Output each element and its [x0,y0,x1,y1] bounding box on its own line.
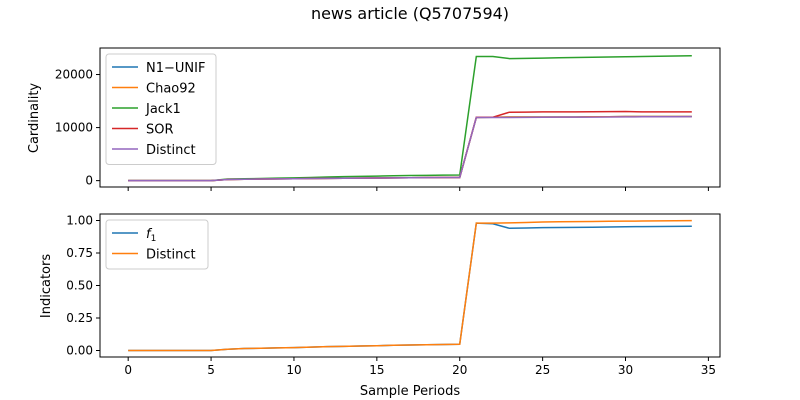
cardinality-ticks: 0 10000 20000 [55,68,709,191]
series-line-distinct [128,115,692,182]
y-tick-label: 1.00 [66,214,93,228]
indicators-panel: 0 5 10 15 20 25 30 35 0.00 0.25 0.50 0.75 1.00 Indic… [39,213,721,399]
legend-label-sor: SOR [146,123,174,138]
legend-box [105,53,217,165]
x-tick-label: 15 [369,363,384,377]
x-tick-label: 25 [535,363,550,377]
y-tick-label: 0.75 [66,246,93,260]
indicators-xlabel: Sample Periods [360,384,460,399]
legend-label-chao92: Chao92 [146,82,196,97]
legend-label-distinct: Distinct [146,143,196,158]
series-line-f1 [128,222,692,352]
x-tick-label: 10 [286,363,301,377]
legend-label-n1-unif: N1−UNIF [146,61,205,76]
chart-title: news article (Q5707594) [311,4,509,23]
x-tick-label: 30 [618,363,633,377]
x-tick-label: 35 [701,363,716,377]
y-tick-label: 20000 [55,68,93,82]
y-tick-label: 0.50 [66,279,93,293]
cardinality-panel: 0 10000 20000 Cardinality N1−UNIF Chao92 Jac… [27,47,721,191]
y-tick-label: 0 [85,174,93,188]
legend-label-jack1: Jack1 [145,102,181,117]
y-tick-label: 10000 [55,121,93,135]
cardinality-ylabel: Cardinality [27,83,42,154]
x-tick-label: 5 [207,363,215,377]
legend-label-f1: f1 [146,227,156,244]
indicators-lines [128,219,692,352]
cardinality-legend: N1−UNIF Chao92 Jack1 SOR Distinct [105,53,217,165]
series-line-distinct [128,219,692,352]
indicators-ylabel: Indicators [39,254,54,318]
y-tick-label: 0.25 [66,311,93,325]
indicators-ticks: 0 5 10 15 20 25 30 35 0.00 0.25 0.50 0.75 1.00 [66,214,716,378]
y-tick-label: 0.00 [66,344,93,358]
indicators-legend: f1 Distinct [105,219,209,270]
cardinality-lines [128,54,692,182]
legend-label-distinct: Distinct [146,248,196,263]
x-tick-label: 20 [452,363,467,377]
cardinality-axes-frame [99,47,721,188]
x-tick-label: 0 [124,363,132,377]
